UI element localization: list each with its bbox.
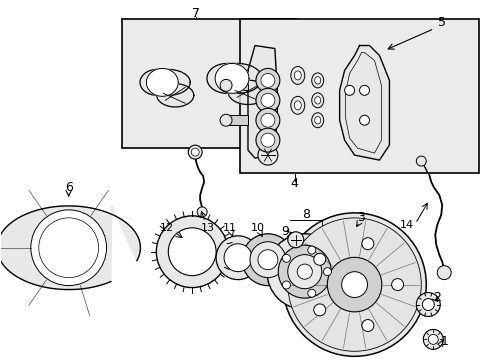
Text: 8: 8 xyxy=(301,208,309,221)
Text: 12: 12 xyxy=(160,223,174,233)
Circle shape xyxy=(287,232,303,248)
Text: 3: 3 xyxy=(356,211,364,224)
Circle shape xyxy=(297,264,312,279)
Text: 13: 13 xyxy=(201,223,215,233)
Circle shape xyxy=(220,80,232,91)
Text: 14: 14 xyxy=(400,220,414,230)
Circle shape xyxy=(307,246,315,254)
Text: 11: 11 xyxy=(223,223,237,233)
Circle shape xyxy=(323,268,331,276)
Circle shape xyxy=(287,255,321,289)
Circle shape xyxy=(39,218,99,278)
Ellipse shape xyxy=(314,96,320,104)
Circle shape xyxy=(224,244,251,272)
Circle shape xyxy=(361,320,373,332)
Circle shape xyxy=(282,213,426,356)
Ellipse shape xyxy=(311,73,323,88)
Polygon shape xyxy=(140,69,190,95)
Circle shape xyxy=(255,88,279,112)
Circle shape xyxy=(326,257,381,312)
Text: 2: 2 xyxy=(432,291,440,304)
Circle shape xyxy=(242,234,293,285)
Circle shape xyxy=(423,329,442,349)
Ellipse shape xyxy=(290,96,304,114)
Circle shape xyxy=(168,228,216,276)
Circle shape xyxy=(415,156,426,166)
Circle shape xyxy=(427,334,437,345)
Polygon shape xyxy=(247,45,277,158)
Ellipse shape xyxy=(314,77,320,84)
Text: 5: 5 xyxy=(437,16,446,29)
Circle shape xyxy=(191,148,199,156)
Circle shape xyxy=(359,85,369,95)
Polygon shape xyxy=(228,80,267,104)
Text: 10: 10 xyxy=(250,223,264,233)
Ellipse shape xyxy=(294,71,301,80)
Circle shape xyxy=(255,108,279,132)
Ellipse shape xyxy=(311,113,323,128)
Circle shape xyxy=(261,93,274,107)
Circle shape xyxy=(266,234,342,310)
Polygon shape xyxy=(206,63,262,93)
Bar xyxy=(122,19,296,148)
Circle shape xyxy=(341,272,367,297)
Circle shape xyxy=(282,254,290,262)
Ellipse shape xyxy=(314,117,320,124)
Text: 9: 9 xyxy=(280,225,288,238)
Circle shape xyxy=(255,128,279,152)
Circle shape xyxy=(31,210,106,285)
Circle shape xyxy=(216,236,260,280)
Circle shape xyxy=(307,289,315,297)
Circle shape xyxy=(361,238,373,249)
Circle shape xyxy=(261,73,274,87)
Circle shape xyxy=(197,207,207,217)
Circle shape xyxy=(287,218,421,351)
Circle shape xyxy=(188,145,202,159)
Circle shape xyxy=(249,242,285,278)
Circle shape xyxy=(278,245,330,298)
Text: 4: 4 xyxy=(290,177,298,190)
Bar xyxy=(240,19,478,173)
Circle shape xyxy=(156,216,227,288)
Circle shape xyxy=(261,113,274,127)
Ellipse shape xyxy=(311,93,323,108)
Circle shape xyxy=(313,253,325,265)
Circle shape xyxy=(282,281,290,289)
Polygon shape xyxy=(0,206,140,289)
Circle shape xyxy=(391,279,403,291)
Bar xyxy=(225,115,247,125)
Text: 7: 7 xyxy=(192,7,200,20)
Bar xyxy=(225,80,247,90)
Circle shape xyxy=(436,266,450,280)
Polygon shape xyxy=(146,68,178,96)
Circle shape xyxy=(313,304,325,316)
Ellipse shape xyxy=(290,67,304,84)
Text: 6: 6 xyxy=(64,181,73,194)
Ellipse shape xyxy=(294,101,301,110)
Circle shape xyxy=(359,115,369,125)
Circle shape xyxy=(344,85,354,95)
Circle shape xyxy=(255,68,279,92)
Polygon shape xyxy=(215,63,248,93)
Polygon shape xyxy=(157,84,193,107)
Circle shape xyxy=(261,133,274,147)
Circle shape xyxy=(220,114,232,126)
Circle shape xyxy=(422,298,433,310)
Text: 1: 1 xyxy=(439,335,447,348)
Polygon shape xyxy=(339,45,388,160)
Circle shape xyxy=(415,293,439,316)
Circle shape xyxy=(258,250,277,270)
Circle shape xyxy=(258,145,277,165)
